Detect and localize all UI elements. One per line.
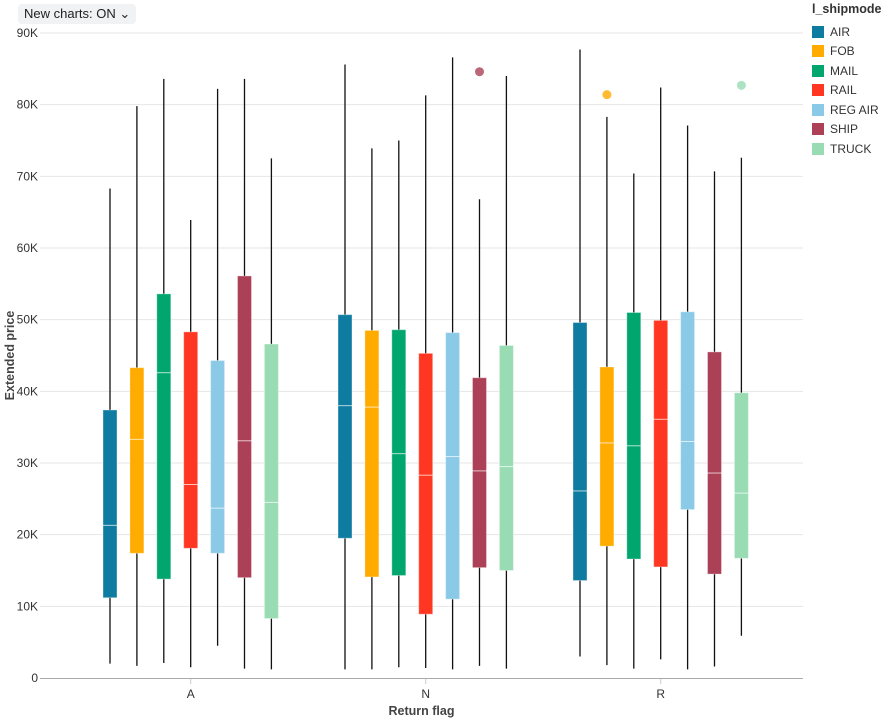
- y-tick-label: 70K: [17, 169, 38, 183]
- legend-swatch: [812, 84, 824, 97]
- box-iqr: [156, 293, 172, 580]
- box-rail-r: [653, 87, 669, 660]
- box-mail-a: [156, 78, 172, 663]
- outlier-point: [602, 90, 612, 100]
- legend-label: FOB: [830, 44, 855, 59]
- chevron-down-icon: ⌄: [119, 6, 131, 21]
- legend-item-reg-air[interactable]: REG AIR: [812, 100, 881, 120]
- box-ship-a: [237, 78, 252, 669]
- legend: l_shipmode AIR FOB MAIL RAIL REG AIR SHIP TRUC…: [812, 2, 881, 159]
- y-tick-label: 10K: [17, 599, 38, 613]
- legend-item-air[interactable]: AIR: [812, 22, 881, 42]
- box-iqr: [102, 409, 118, 599]
- y-tick-label: 60K: [17, 241, 38, 255]
- box-iqr: [418, 352, 434, 615]
- y-tick-label: 0: [31, 671, 38, 685]
- box-iqr: [626, 312, 642, 560]
- legend-label: REG AIR: [830, 102, 879, 117]
- y-tick-label: 20K: [17, 528, 38, 542]
- legend-swatch: [812, 103, 824, 116]
- box-ship-r: [707, 171, 722, 667]
- box-mail-r: [626, 173, 642, 669]
- box-reg-air-n: [445, 57, 461, 670]
- box-iqr: [237, 275, 252, 579]
- box-iqr: [129, 367, 145, 554]
- legend-label: SHIP: [830, 122, 859, 137]
- legend-swatch: [812, 123, 824, 136]
- x-tick-label: N: [421, 687, 430, 701]
- y-tick-label: 50K: [17, 313, 38, 327]
- new-charts-label: New charts: ON: [24, 6, 116, 21]
- y-tick-label: 40K: [17, 384, 38, 398]
- y-tick-label: 80K: [17, 98, 38, 112]
- box-iqr: [733, 392, 749, 559]
- box-truck-n: [498, 76, 514, 669]
- box-iqr: [337, 314, 353, 539]
- box-iqr: [183, 331, 199, 549]
- box-iqr: [653, 319, 669, 568]
- legend-item-mail[interactable]: MAIL: [812, 61, 881, 81]
- legend-label: TRUCK: [830, 141, 872, 156]
- x-tick-label: A: [187, 687, 195, 701]
- legend-title: l_shipmode: [812, 2, 882, 16]
- outlier-point: [736, 80, 746, 90]
- legend-item-truck[interactable]: TRUCK: [812, 139, 881, 159]
- box-reg-air-a: [210, 88, 226, 646]
- legend-swatch: [812, 45, 824, 58]
- x-tick-label: R: [656, 687, 665, 701]
- box-iqr: [472, 377, 487, 569]
- box-air-r: [572, 49, 588, 657]
- y-tick-label: 90K: [17, 26, 38, 40]
- box-fob-r: [599, 90, 615, 666]
- legend-label: MAIL: [830, 63, 859, 78]
- box-air-a: [102, 188, 118, 664]
- box-fob-n: [364, 148, 380, 670]
- legend-label: AIR: [830, 24, 851, 39]
- legend-item-rail[interactable]: RAIL: [812, 81, 881, 101]
- box-truck-a: [263, 158, 279, 670]
- outlier-point: [475, 67, 484, 77]
- y-tick-label: 30K: [17, 456, 38, 470]
- box-rail-n: [418, 95, 434, 668]
- box-iqr: [680, 311, 696, 511]
- box-iqr: [572, 322, 588, 582]
- box-fob-a: [129, 106, 145, 666]
- new-charts-toggle[interactable]: New charts: ON ⌄: [18, 4, 137, 24]
- legend-item-ship[interactable]: SHIP: [812, 120, 881, 140]
- box-reg-air-r: [680, 125, 696, 670]
- box-ship-n: [472, 67, 487, 666]
- box-iqr: [364, 329, 380, 578]
- box-iqr: [707, 351, 722, 575]
- x-axis-title: Return flag: [389, 704, 455, 718]
- legend-label: RAIL: [830, 83, 857, 98]
- box-iqr: [445, 332, 461, 600]
- legend-item-fob[interactable]: FOB: [812, 42, 881, 62]
- box-iqr: [391, 329, 407, 577]
- box-iqr: [210, 360, 226, 554]
- box-rail-a: [183, 220, 199, 668]
- legend-swatch: [812, 64, 824, 77]
- box-truck-r: [733, 80, 749, 636]
- box-iqr: [599, 366, 615, 547]
- legend-swatch: [812, 142, 824, 155]
- box-iqr: [498, 344, 514, 572]
- box-air-n: [337, 64, 353, 670]
- y-axis-title: Extended price: [3, 311, 17, 401]
- legend-swatch: [812, 25, 824, 38]
- box-iqr: [263, 343, 279, 620]
- box-mail-n: [391, 140, 407, 668]
